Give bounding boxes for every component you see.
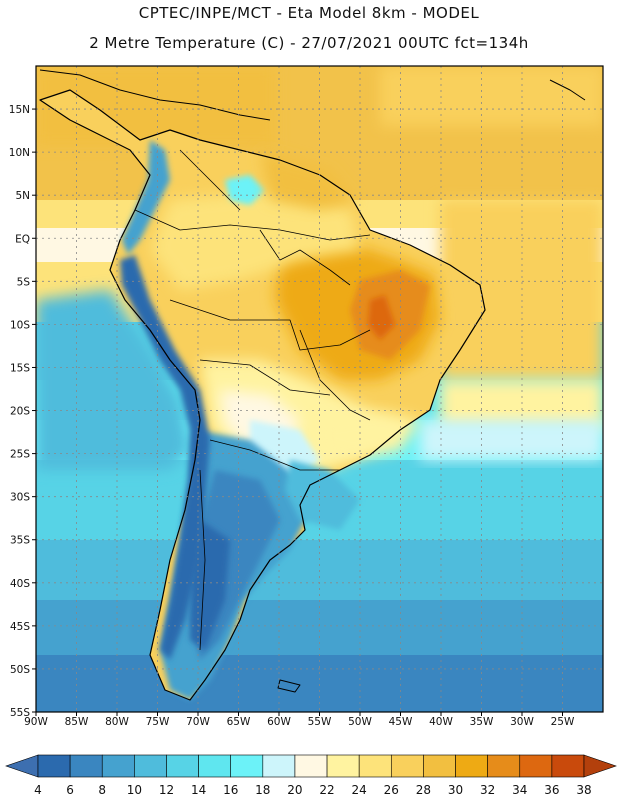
lon-tick-label: 65W: [227, 716, 251, 728]
colorbar-swatch: [134, 754, 167, 778]
colorbar-swatch: [390, 754, 424, 778]
colorbar: 4 6 8 10 12 14 16 18 20 22 24 26 28 30 32 34 36 38: [5, 754, 617, 797]
colorbar-swatch: [358, 754, 392, 778]
lon-tick-label: 80W: [105, 716, 129, 728]
lat-tick-label: 50S: [10, 664, 30, 676]
lat-tick-label: 10N: [9, 147, 30, 159]
colorbar-label: 4: [34, 783, 42, 797]
colorbar-label: 32: [480, 783, 495, 797]
colorbar-swatch: [230, 754, 264, 778]
lon-tick-label: 55W: [308, 716, 332, 728]
lon-tick-label: 35W: [470, 716, 494, 728]
lat-tick-label: 15N: [9, 104, 30, 116]
colorbar-label: 16: [223, 783, 238, 797]
colorbar-high-arrow: [583, 754, 617, 778]
colorbar-label: 8: [98, 783, 106, 797]
colorbar-label: 34: [512, 783, 527, 797]
lat-tick-label: 5N: [15, 190, 30, 202]
lon-tick-label: 30W: [510, 716, 534, 728]
colorbar-swatch: [423, 754, 456, 778]
lon-tick-label: 90W: [24, 716, 48, 728]
lat-tick-label: EQ: [15, 233, 30, 245]
colorbar-label: 18: [255, 783, 270, 797]
colorbar-swatch: [166, 754, 199, 778]
graticule: [36, 66, 603, 712]
lon-tick-label: 70W: [186, 716, 210, 728]
colorbar-swatch: [198, 754, 232, 778]
lat-tick-label: 35S: [10, 535, 30, 547]
lon-tick-label: 75W: [146, 716, 170, 728]
colorbar-swatch: [69, 754, 103, 778]
map-subtitle: 2 Metre Temperature (C) - 27/07/2021 00U…: [89, 34, 529, 52]
coastline-borders: [39, 69, 586, 701]
colorbar-label: 6: [66, 783, 74, 797]
colorbar-label: 30: [448, 783, 463, 797]
colorbar-label: 22: [319, 783, 334, 797]
colorbar-swatch: [101, 754, 135, 778]
colorbar-swatch: [262, 754, 296, 778]
colorbar-label: 12: [159, 783, 174, 797]
map-title: CPTEC/INPE/MCT - Eta Model 8km - MODEL: [138, 4, 480, 22]
lon-tick-label: 40W: [429, 716, 453, 728]
colorbar-swatch: [326, 754, 360, 778]
lat-tick-label: 45S: [10, 621, 30, 633]
lon-tick-label: 45W: [389, 716, 413, 728]
colorbar-label: 10: [127, 783, 142, 797]
colorbar-low-arrow: [5, 754, 39, 778]
colorbar-swatch: [455, 754, 488, 778]
colorbar-label: 20: [287, 783, 302, 797]
lat-tick-label: 25S: [10, 449, 30, 461]
lon-tick-label: 25W: [551, 716, 575, 728]
colorbar-label: 24: [352, 783, 367, 797]
colorbar-swatch: [487, 754, 521, 778]
colorbar-swatch: [37, 754, 71, 778]
lon-tick-label: 60W: [267, 716, 291, 728]
lon-tick-label: 85W: [65, 716, 89, 728]
lon-tick-label: 50W: [348, 716, 372, 728]
colorbar-swatch: [294, 754, 328, 778]
colorbar-swatch: [551, 754, 585, 778]
colorbar-label: 26: [384, 783, 399, 797]
colorbar-swatch: [519, 754, 553, 778]
lat-tick-label: 20S: [10, 406, 30, 418]
colorbar-label: 14: [191, 783, 206, 797]
lat-tick-label: 15S: [10, 362, 30, 374]
colorbar-label: 36: [544, 783, 559, 797]
lat-tick-label: 40S: [10, 578, 30, 590]
colorbar-label: 28: [416, 783, 431, 797]
lat-tick-label: 10S: [10, 319, 30, 331]
lat-tick-label: 30S: [10, 492, 30, 504]
lat-tick-label: 55S: [10, 707, 30, 719]
colorbar-label: 38: [576, 783, 591, 797]
axis-ticks: 90W 85W 80W 75W 70W 65W 60W 55W 50W 45W 40W 35W 30W 2…: [9, 104, 575, 728]
lat-tick-label: 5S: [17, 276, 31, 288]
